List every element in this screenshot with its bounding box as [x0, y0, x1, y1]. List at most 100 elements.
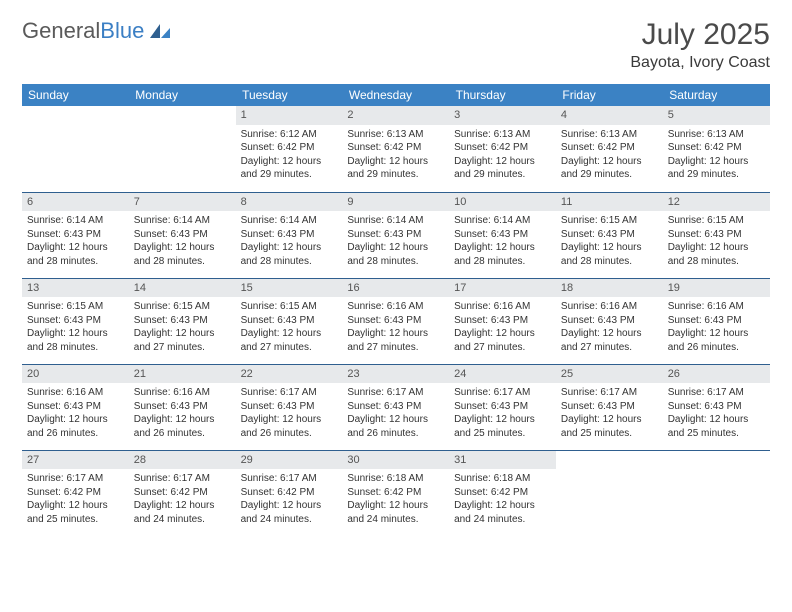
week-row: 6Sunrise: 6:14 AMSunset: 6:43 PMDaylight…: [22, 192, 770, 278]
day-number: 8: [236, 193, 343, 212]
day-cell: 16Sunrise: 6:16 AMSunset: 6:43 PMDayligh…: [342, 278, 449, 364]
day-cell: 19Sunrise: 6:16 AMSunset: 6:43 PMDayligh…: [663, 278, 770, 364]
sunrise-line: Sunrise: 6:16 AM: [27, 386, 124, 400]
daylight-line: Daylight: 12 hours and 27 minutes.: [347, 327, 444, 354]
day-number: 22: [236, 365, 343, 384]
day-body: Sunrise: 6:16 AMSunset: 6:43 PMDaylight:…: [342, 297, 449, 358]
daylight-line: Daylight: 12 hours and 28 minutes.: [134, 241, 231, 268]
sunset-line: Sunset: 6:42 PM: [27, 486, 124, 500]
sunrise-line: Sunrise: 6:12 AM: [241, 128, 338, 142]
day-number: 23: [342, 365, 449, 384]
day-body: Sunrise: 6:17 AMSunset: 6:43 PMDaylight:…: [449, 383, 556, 444]
sunrise-line: Sunrise: 6:17 AM: [561, 386, 658, 400]
day-cell: 30Sunrise: 6:18 AMSunset: 6:42 PMDayligh…: [342, 450, 449, 536]
sunset-line: Sunset: 6:43 PM: [241, 400, 338, 414]
daylight-line: Daylight: 12 hours and 29 minutes.: [347, 155, 444, 182]
sunrise-line: Sunrise: 6:13 AM: [347, 128, 444, 142]
logo-word2: Blue: [100, 18, 144, 43]
day-number: 28: [129, 451, 236, 470]
day-number: 31: [449, 451, 556, 470]
daylight-line: Daylight: 12 hours and 28 minutes.: [561, 241, 658, 268]
day-body: Sunrise: 6:13 AMSunset: 6:42 PMDaylight:…: [342, 125, 449, 186]
day-number: 26: [663, 365, 770, 384]
sunset-line: Sunset: 6:42 PM: [347, 486, 444, 500]
day-body: Sunrise: 6:13 AMSunset: 6:42 PMDaylight:…: [663, 125, 770, 186]
daylight-line: Daylight: 12 hours and 29 minutes.: [454, 155, 551, 182]
sunset-line: Sunset: 6:43 PM: [561, 228, 658, 242]
empty-cell: [663, 450, 770, 536]
day-body: Sunrise: 6:13 AMSunset: 6:42 PMDaylight:…: [556, 125, 663, 186]
day-number: 1: [236, 106, 343, 125]
sunset-line: Sunset: 6:43 PM: [27, 228, 124, 242]
sunset-line: Sunset: 6:43 PM: [347, 228, 444, 242]
empty-cell: [22, 106, 129, 192]
day-number: 5: [663, 106, 770, 125]
daylight-line: Daylight: 12 hours and 28 minutes.: [454, 241, 551, 268]
day-body: Sunrise: 6:15 AMSunset: 6:43 PMDaylight:…: [556, 211, 663, 272]
day-number: 17: [449, 279, 556, 298]
empty-cell: [556, 450, 663, 536]
day-cell: 29Sunrise: 6:17 AMSunset: 6:42 PMDayligh…: [236, 450, 343, 536]
day-cell: 17Sunrise: 6:16 AMSunset: 6:43 PMDayligh…: [449, 278, 556, 364]
day-number: 3: [449, 106, 556, 125]
sunset-line: Sunset: 6:43 PM: [454, 228, 551, 242]
day-cell: 21Sunrise: 6:16 AMSunset: 6:43 PMDayligh…: [129, 364, 236, 450]
sunset-line: Sunset: 6:42 PM: [561, 141, 658, 155]
logo: GeneralBlue: [22, 18, 172, 44]
daylight-line: Daylight: 12 hours and 28 minutes.: [241, 241, 338, 268]
sunrise-line: Sunrise: 6:16 AM: [668, 300, 765, 314]
day-number: 14: [129, 279, 236, 298]
day-number: 30: [342, 451, 449, 470]
title-block: July 2025 Bayota, Ivory Coast: [630, 18, 770, 72]
day-cell: 22Sunrise: 6:17 AMSunset: 6:43 PMDayligh…: [236, 364, 343, 450]
sunset-line: Sunset: 6:42 PM: [668, 141, 765, 155]
sunset-line: Sunset: 6:42 PM: [134, 486, 231, 500]
day-cell: 13Sunrise: 6:15 AMSunset: 6:43 PMDayligh…: [22, 278, 129, 364]
daylight-line: Daylight: 12 hours and 24 minutes.: [454, 499, 551, 526]
sunrise-line: Sunrise: 6:17 AM: [347, 386, 444, 400]
sunrise-line: Sunrise: 6:13 AM: [668, 128, 765, 142]
sunset-line: Sunset: 6:42 PM: [454, 486, 551, 500]
sunset-line: Sunset: 6:43 PM: [561, 314, 658, 328]
sunrise-line: Sunrise: 6:16 AM: [561, 300, 658, 314]
logo-sail-icon: [148, 22, 172, 40]
sunrise-line: Sunrise: 6:17 AM: [668, 386, 765, 400]
day-body: Sunrise: 6:12 AMSunset: 6:42 PMDaylight:…: [236, 125, 343, 186]
day-cell: 6Sunrise: 6:14 AMSunset: 6:43 PMDaylight…: [22, 192, 129, 278]
week-row: 27Sunrise: 6:17 AMSunset: 6:42 PMDayligh…: [22, 450, 770, 536]
sunrise-line: Sunrise: 6:15 AM: [241, 300, 338, 314]
day-number: 2: [342, 106, 449, 125]
day-body: Sunrise: 6:17 AMSunset: 6:43 PMDaylight:…: [236, 383, 343, 444]
day-body: Sunrise: 6:16 AMSunset: 6:43 PMDaylight:…: [663, 297, 770, 358]
day-cell: 10Sunrise: 6:14 AMSunset: 6:43 PMDayligh…: [449, 192, 556, 278]
day-number: 16: [342, 279, 449, 298]
sunset-line: Sunset: 6:43 PM: [561, 400, 658, 414]
sunrise-line: Sunrise: 6:14 AM: [241, 214, 338, 228]
day-cell: 28Sunrise: 6:17 AMSunset: 6:42 PMDayligh…: [129, 450, 236, 536]
weekday-header: Saturday: [663, 84, 770, 106]
day-number: 10: [449, 193, 556, 212]
day-number: 11: [556, 193, 663, 212]
day-cell: 23Sunrise: 6:17 AMSunset: 6:43 PMDayligh…: [342, 364, 449, 450]
day-body: Sunrise: 6:16 AMSunset: 6:43 PMDaylight:…: [449, 297, 556, 358]
day-body: Sunrise: 6:17 AMSunset: 6:42 PMDaylight:…: [236, 469, 343, 530]
daylight-line: Daylight: 12 hours and 26 minutes.: [668, 327, 765, 354]
day-number: 9: [342, 193, 449, 212]
sunrise-line: Sunrise: 6:14 AM: [347, 214, 444, 228]
day-cell: 5Sunrise: 6:13 AMSunset: 6:42 PMDaylight…: [663, 106, 770, 192]
day-body: Sunrise: 6:15 AMSunset: 6:43 PMDaylight:…: [129, 297, 236, 358]
weekday-header-row: SundayMondayTuesdayWednesdayThursdayFrid…: [22, 84, 770, 106]
day-body: Sunrise: 6:17 AMSunset: 6:43 PMDaylight:…: [342, 383, 449, 444]
sunset-line: Sunset: 6:43 PM: [668, 314, 765, 328]
day-cell: 18Sunrise: 6:16 AMSunset: 6:43 PMDayligh…: [556, 278, 663, 364]
sunrise-line: Sunrise: 6:17 AM: [134, 472, 231, 486]
sunrise-line: Sunrise: 6:13 AM: [561, 128, 658, 142]
sunrise-line: Sunrise: 6:17 AM: [454, 386, 551, 400]
sunset-line: Sunset: 6:43 PM: [668, 228, 765, 242]
day-body: Sunrise: 6:15 AMSunset: 6:43 PMDaylight:…: [663, 211, 770, 272]
day-cell: 20Sunrise: 6:16 AMSunset: 6:43 PMDayligh…: [22, 364, 129, 450]
day-number: 21: [129, 365, 236, 384]
weekday-header: Monday: [129, 84, 236, 106]
sunrise-line: Sunrise: 6:17 AM: [241, 472, 338, 486]
week-row: 13Sunrise: 6:15 AMSunset: 6:43 PMDayligh…: [22, 278, 770, 364]
